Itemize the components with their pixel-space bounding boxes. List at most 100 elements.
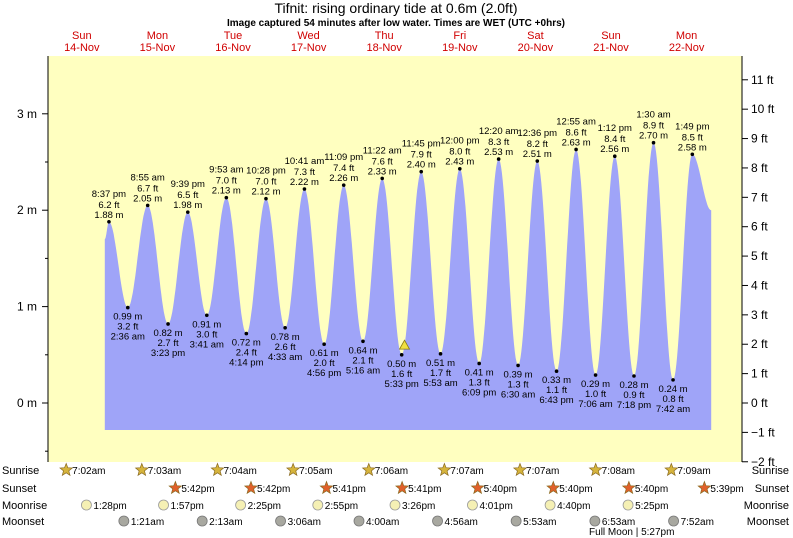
high-tide-point <box>145 203 150 208</box>
day-name-label: Sat <box>527 30 544 42</box>
moonrise-disc-icon <box>235 499 247 511</box>
high-tide-feet: 7.9 ft <box>411 150 432 161</box>
high-tide-time: 11:09 pm <box>324 152 363 163</box>
low-tide-metres: 0.82 m <box>154 328 183 339</box>
low-tide-feet: 2.7 ft <box>157 338 178 349</box>
sunset-star-icon <box>697 480 712 495</box>
low-tide-point <box>322 342 326 346</box>
high-tide-point <box>107 219 111 224</box>
right-axis-tick-label: 10 ft <box>751 102 775 116</box>
high-tide-feet: 6.2 ft <box>98 200 119 211</box>
day-date-label: 18-Nov <box>366 42 402 54</box>
low-tide-time: 6:30 am <box>501 389 535 400</box>
low-tide-feet: 0.8 ft <box>662 394 683 405</box>
moonrise-time: 1:28pm <box>93 501 126 512</box>
high-tide-time: 12:20 am <box>479 126 519 137</box>
high-tide-feet: 6.7 ft <box>137 183 158 194</box>
sunset-star-icon <box>546 480 561 495</box>
high-tide-point <box>612 154 617 159</box>
high-tide-metres: 2.63 m <box>562 137 591 148</box>
high-tide-feet: 7.4 ft <box>333 163 354 174</box>
day-name-label: Wed <box>297 30 319 42</box>
sunset-time: 5:41pm <box>333 484 366 495</box>
sunset-time: 5:42pm <box>257 484 290 495</box>
low-tide-feet: 1.3 ft <box>469 377 490 388</box>
day-date-label: 17-Nov <box>291 42 327 54</box>
low-tide-metres: 0.39 m <box>504 369 533 380</box>
sunrise-star-icon <box>588 462 603 477</box>
sunrise-star-icon <box>361 462 376 477</box>
low-tide-point <box>516 363 520 368</box>
high-tide-time: 10:28 pm <box>246 166 286 177</box>
low-tide-point <box>554 369 559 373</box>
low-tide-feet: 0.9 ft <box>623 390 644 401</box>
sunset-star-icon <box>168 480 183 495</box>
moonset-time: 5:53am <box>523 517 556 528</box>
sunset-time: 5:41pm <box>408 484 441 495</box>
low-tide-point <box>166 322 170 326</box>
high-tide-feet: 8.5 ft <box>682 132 703 143</box>
left-axis-tick-label: 2 m <box>17 203 37 217</box>
low-tide-time: 5:33 pm <box>385 379 419 390</box>
moonset-disc-icon <box>118 515 130 527</box>
low-tide-feet: 2.6 ft <box>275 342 296 353</box>
sunrise-star-icon <box>437 462 452 477</box>
tide-area-group <box>104 142 712 430</box>
high-tide-feet: 6.5 ft <box>177 190 198 201</box>
high-tide-metres: 2.05 m <box>133 193 162 204</box>
sunrise-time: 7:07am <box>526 466 559 477</box>
day-date-label: 22-Nov <box>669 42 705 54</box>
high-tide-point <box>380 176 385 181</box>
low-tide-time: 4:33 am <box>268 352 302 363</box>
full-moon-annotation: Full Moon | 5:27pm <box>589 527 674 538</box>
sunrise-star-icon <box>664 462 679 477</box>
moonset-time: 1:21am <box>131 517 164 528</box>
row-label-moonrise-right: Moonrise <box>744 500 789 512</box>
high-tide-time: 12:00 pm <box>440 136 480 147</box>
low-tide-point <box>399 353 404 357</box>
high-tide-point <box>341 183 346 187</box>
high-tide-metres: 2.26 m <box>329 173 358 184</box>
high-tide-feet: 8.0 ft <box>449 147 470 158</box>
day-name-label: Mon <box>676 30 697 42</box>
right-axis-tick-label: 1 ft <box>751 367 768 381</box>
day-name-label: Sun <box>601 30 621 42</box>
low-tide-point <box>283 326 287 330</box>
low-tide-point <box>438 352 443 356</box>
sunrise-star-icon <box>512 462 528 477</box>
high-tide-time: 1:30 am <box>636 110 670 121</box>
sunrise-time: 7:02am <box>72 466 105 477</box>
moonrise-disc-icon <box>312 499 324 511</box>
high-tide-time: 12:36 pm <box>517 128 557 139</box>
moonrise-disc-icon <box>81 499 92 511</box>
low-tide-metres: 0.99 m <box>113 312 142 323</box>
high-tide-feet: 8.3 ft <box>488 137 509 148</box>
chart-title: Tifnit: rising ordinary tide at 0.6m (2.… <box>274 0 517 16</box>
low-tide-point <box>632 374 636 378</box>
moonset-time: 3:06am <box>288 517 321 528</box>
low-tide-feet: 2.1 ft <box>352 355 373 366</box>
moonrise-disc-icon <box>544 499 556 511</box>
low-tide-metres: 0.78 m <box>271 332 300 343</box>
moonset-time: 4:56am <box>445 517 478 528</box>
sunrise-time: 7:05am <box>299 466 332 477</box>
low-tide-feet: 1.6 ft <box>391 369 412 380</box>
right-axis-tick-label: 6 ft <box>751 220 768 234</box>
low-tide-metres: 0.29 m <box>581 379 610 390</box>
high-tide-feet: 8.2 ft <box>527 139 548 150</box>
low-tide-point <box>477 361 481 366</box>
low-tide-metres: 0.51 m <box>426 358 455 369</box>
row-label-sunrise-right: Sunrise <box>752 465 789 477</box>
sunset-time: 5:40pm <box>484 484 517 495</box>
low-tide-metres: 0.91 m <box>192 319 221 330</box>
sunrise-time: 7:03am <box>148 466 181 477</box>
sunset-time: 5:39pm <box>710 484 743 495</box>
sunset-star-icon <box>621 480 636 495</box>
moonset-disc-icon <box>353 515 365 527</box>
low-tide-time: 3:23 pm <box>151 348 185 359</box>
day-date-label: 20-Nov <box>518 42 554 54</box>
low-tide-feet: 1.1 ft <box>546 385 567 396</box>
high-tide-time: 10:41 am <box>285 156 325 167</box>
sunrise-star-icon <box>59 462 74 477</box>
high-tide-time: 9:39 pm <box>171 179 205 190</box>
